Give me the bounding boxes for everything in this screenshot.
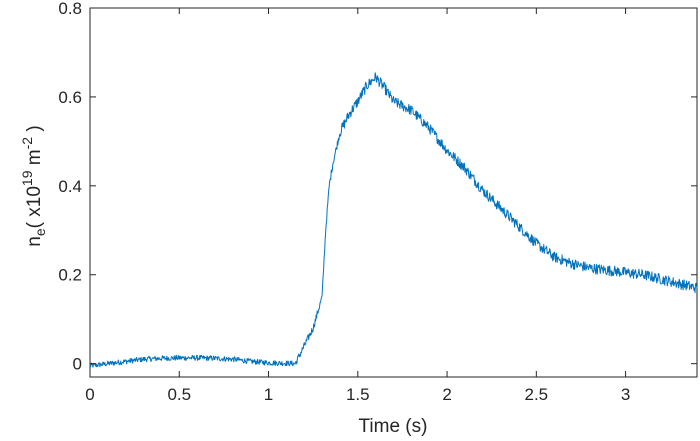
plot-area xyxy=(89,7,698,378)
y-tick-label: 0.6 xyxy=(58,88,82,107)
y-label-open: ( x10 xyxy=(24,186,45,228)
y-tick-label: 0 xyxy=(73,355,82,374)
y-label-sub: e xyxy=(32,228,48,236)
x-axis-label: Time (s) xyxy=(359,416,428,437)
x-tick-label: 1.5 xyxy=(346,385,370,404)
x-tick-label: 2 xyxy=(442,385,451,404)
y-axis: 0 0.2 0.4 0.6 0.8 xyxy=(58,0,697,374)
y-tick-label: 0.8 xyxy=(58,0,82,18)
x-tick-label: 3 xyxy=(621,385,630,404)
axes-frame xyxy=(89,7,698,378)
y-label-base: n xyxy=(24,236,45,247)
y-label-unit: m xyxy=(24,149,45,170)
y-label-unit-exp: -2 xyxy=(19,137,35,150)
y-label-exp: 19 xyxy=(19,170,35,186)
series-line-0 xyxy=(89,72,698,368)
y-label-close: ) xyxy=(24,125,45,137)
x-axis: 0 0.5 1 1.5 2 2.5 3 xyxy=(85,8,630,404)
y-tick-label: 0.4 xyxy=(58,177,82,196)
y-axis-label: ne( x1019 m-2 ) xyxy=(19,125,48,246)
x-tick-label: 1 xyxy=(264,385,273,404)
y-tick-label: 0.2 xyxy=(58,266,82,285)
x-tick-label: 0.5 xyxy=(167,385,191,404)
x-tick-label: 0 xyxy=(85,385,94,404)
x-tick-label: 2.5 xyxy=(525,385,549,404)
